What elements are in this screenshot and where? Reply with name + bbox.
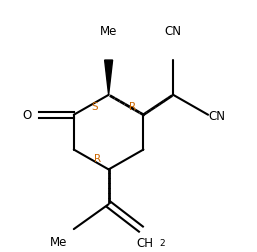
- Text: S: S: [92, 102, 98, 112]
- Text: CH: CH: [136, 236, 153, 249]
- Text: 2: 2: [160, 238, 165, 247]
- Text: R: R: [94, 154, 101, 164]
- Polygon shape: [105, 61, 113, 96]
- Text: CN: CN: [165, 25, 182, 38]
- Text: O: O: [22, 109, 31, 122]
- Text: Me: Me: [50, 235, 68, 248]
- Text: Me: Me: [100, 25, 117, 38]
- Text: R: R: [129, 102, 136, 112]
- Text: CN: CN: [208, 110, 225, 123]
